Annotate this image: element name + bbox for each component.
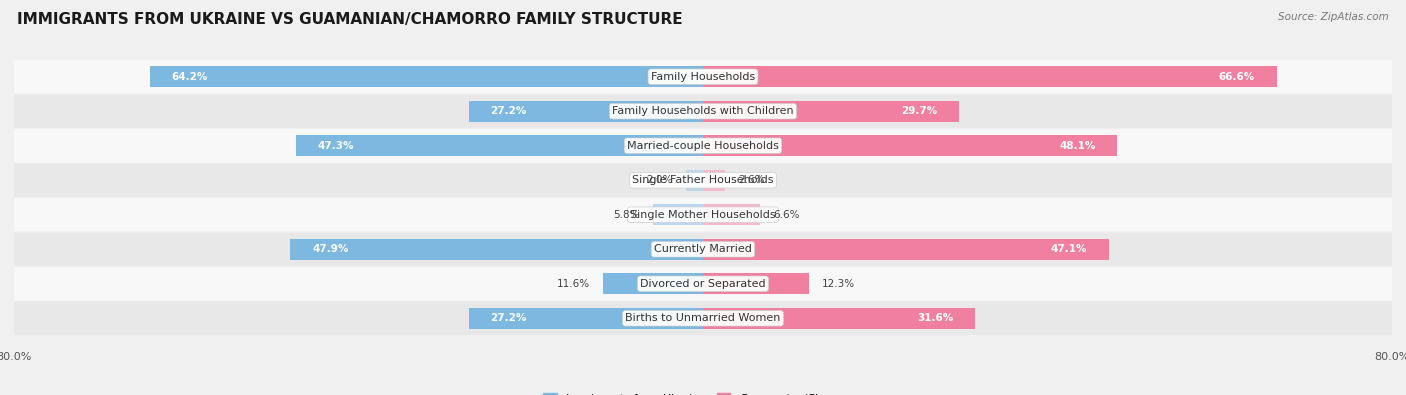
FancyBboxPatch shape [14, 233, 1392, 266]
Bar [150, 66, 703, 87]
Bar [603, 273, 703, 294]
Text: Single Father Households: Single Father Households [633, 175, 773, 185]
Text: Births to Unmarried Women: Births to Unmarried Women [626, 313, 780, 323]
Text: 27.2%: 27.2% [491, 106, 527, 116]
Text: 11.6%: 11.6% [557, 279, 591, 289]
Text: 5.8%: 5.8% [613, 210, 640, 220]
Bar [468, 308, 703, 329]
Bar [703, 135, 1118, 156]
Bar [703, 239, 1108, 260]
Bar [703, 169, 725, 191]
Text: 6.6%: 6.6% [773, 210, 799, 220]
Text: 2.6%: 2.6% [738, 175, 765, 185]
Text: 29.7%: 29.7% [901, 106, 938, 116]
Text: 47.1%: 47.1% [1050, 244, 1087, 254]
Bar [703, 273, 808, 294]
Bar [703, 204, 759, 226]
Text: Family Households with Children: Family Households with Children [612, 106, 794, 116]
Text: 12.3%: 12.3% [823, 279, 855, 289]
FancyBboxPatch shape [14, 60, 1392, 93]
Bar [686, 169, 703, 191]
Text: 2.0%: 2.0% [647, 175, 673, 185]
Bar [703, 66, 1277, 87]
Text: 48.1%: 48.1% [1059, 141, 1095, 151]
FancyBboxPatch shape [14, 302, 1392, 335]
Text: Family Households: Family Households [651, 72, 755, 82]
Text: 31.6%: 31.6% [917, 313, 953, 323]
Bar [295, 135, 703, 156]
FancyBboxPatch shape [14, 164, 1392, 197]
Text: Currently Married: Currently Married [654, 244, 752, 254]
Text: 47.9%: 47.9% [312, 244, 349, 254]
Text: Divorced or Separated: Divorced or Separated [640, 279, 766, 289]
Bar [703, 308, 976, 329]
Bar [652, 204, 703, 226]
Text: Single Mother Households: Single Mother Households [630, 210, 776, 220]
FancyBboxPatch shape [14, 198, 1392, 231]
Text: 47.3%: 47.3% [318, 141, 354, 151]
Bar [703, 101, 959, 122]
Text: 66.6%: 66.6% [1219, 72, 1256, 82]
Text: Married-couple Households: Married-couple Households [627, 141, 779, 151]
Legend: Immigrants from Ukraine, Guamanian/Chamorro: Immigrants from Ukraine, Guamanian/Chamo… [538, 389, 868, 395]
Text: IMMIGRANTS FROM UKRAINE VS GUAMANIAN/CHAMORRO FAMILY STRUCTURE: IMMIGRANTS FROM UKRAINE VS GUAMANIAN/CHA… [17, 12, 682, 27]
Text: 64.2%: 64.2% [172, 72, 208, 82]
FancyBboxPatch shape [14, 129, 1392, 162]
Bar [291, 239, 703, 260]
Text: 27.2%: 27.2% [491, 313, 527, 323]
FancyBboxPatch shape [14, 95, 1392, 128]
Bar [468, 101, 703, 122]
FancyBboxPatch shape [14, 267, 1392, 300]
Text: Source: ZipAtlas.com: Source: ZipAtlas.com [1278, 12, 1389, 22]
